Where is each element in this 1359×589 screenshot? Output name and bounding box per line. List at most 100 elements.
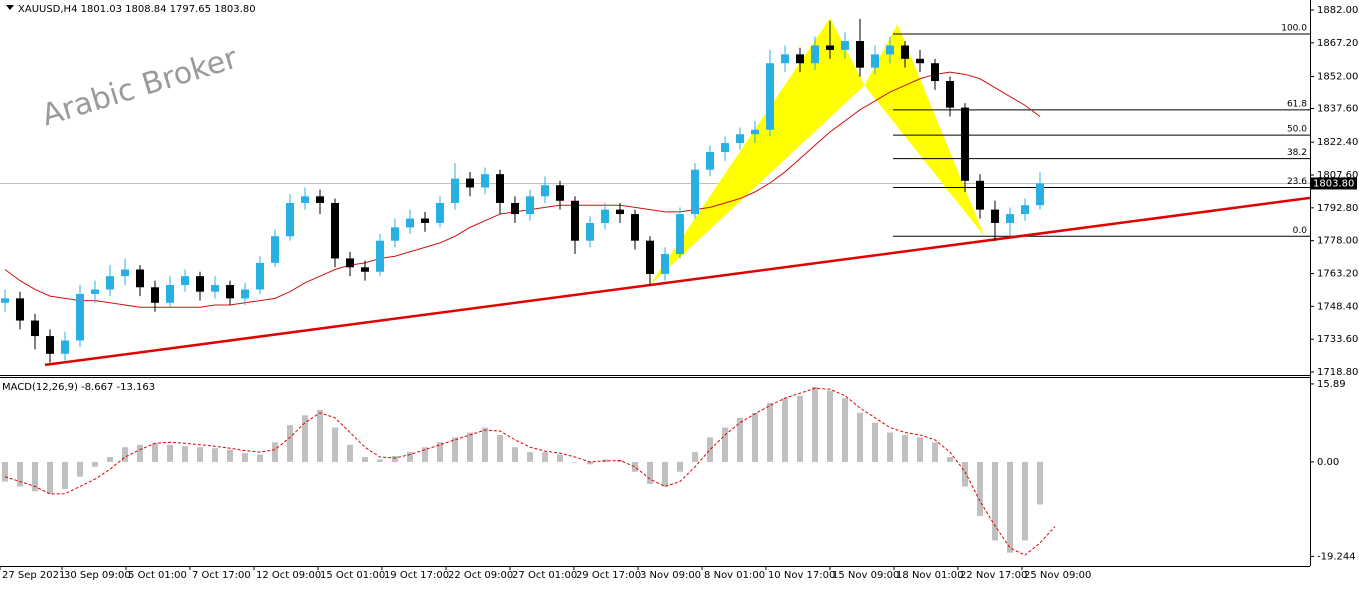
y-tick-label: 15.89 bbox=[1317, 379, 1346, 390]
macd-bar bbox=[871, 422, 878, 462]
candle-body bbox=[225, 285, 234, 299]
macd-bar bbox=[256, 454, 263, 462]
macd-bar bbox=[46, 461, 53, 494]
macd-bar bbox=[181, 446, 188, 462]
macd-bar bbox=[421, 447, 428, 462]
candle-body bbox=[390, 227, 399, 241]
y-tick-label: 1778.00 bbox=[1317, 236, 1358, 247]
x-tick-label: 10 Nov 17:00 bbox=[768, 570, 835, 581]
macd-bar bbox=[136, 444, 143, 462]
y-tick-label: 1718.80 bbox=[1317, 367, 1358, 378]
macd-header: MACD(12,26,9) -8.667 -13.163 bbox=[2, 382, 155, 393]
candle-body bbox=[420, 218, 429, 223]
moving-average bbox=[4, 71, 1041, 308]
macd-bar bbox=[361, 457, 368, 462]
candle-body bbox=[660, 253, 669, 274]
candle-body bbox=[60, 340, 69, 354]
macd-bar bbox=[16, 461, 23, 487]
macd-bar bbox=[811, 386, 818, 462]
x-tick-label: 27 Sep 2021 bbox=[2, 570, 65, 581]
candle-body bbox=[825, 45, 834, 50]
macd-bar bbox=[571, 461, 578, 463]
candle-body bbox=[885, 45, 894, 55]
candle-body bbox=[30, 320, 39, 337]
trendline bbox=[44, 196, 1311, 367]
candle-body bbox=[960, 107, 969, 181]
candle-body bbox=[240, 289, 249, 299]
candle-body bbox=[810, 45, 819, 64]
macd-bar bbox=[76, 461, 83, 477]
macd-bar bbox=[541, 452, 548, 462]
x-tick-label: 30 Sep 09:00 bbox=[64, 570, 131, 581]
candle-body bbox=[765, 63, 774, 130]
x-tick-label: 22 Oct 09:00 bbox=[448, 570, 513, 581]
x-tick-label: 25 Nov 09:00 bbox=[1024, 570, 1091, 581]
candle-body bbox=[975, 180, 984, 210]
candle-body bbox=[180, 276, 189, 286]
macd-bar bbox=[556, 454, 563, 462]
y-tick-label: -19.244 bbox=[1317, 551, 1356, 562]
candle-body bbox=[255, 262, 264, 290]
candle-body bbox=[990, 209, 999, 223]
y-tick-label: 1733.60 bbox=[1317, 334, 1358, 345]
candle-body bbox=[270, 236, 279, 263]
candle-body bbox=[330, 202, 339, 259]
fibo-label: 100.0 bbox=[1281, 23, 1307, 33]
candle-body bbox=[285, 202, 294, 237]
candle-body bbox=[450, 178, 459, 203]
candle-body bbox=[75, 293, 84, 341]
macd-bar bbox=[1036, 461, 1043, 505]
candle-body bbox=[375, 240, 384, 272]
x-tick-label: 15 Nov 09:00 bbox=[832, 570, 899, 581]
macd-bar bbox=[511, 447, 518, 462]
macd-bar bbox=[31, 461, 38, 492]
pattern-triangle bbox=[649, 17, 865, 286]
candle-body bbox=[735, 134, 744, 144]
macd-bar bbox=[751, 412, 758, 462]
x-tick-label: 18 Nov 01:00 bbox=[896, 570, 963, 581]
macd-bar bbox=[676, 461, 683, 472]
fibo-label: 23.6 bbox=[1287, 177, 1307, 187]
candle-body bbox=[675, 214, 684, 254]
macd-bar bbox=[646, 461, 653, 485]
macd-bar bbox=[586, 461, 593, 465]
candle-body bbox=[645, 240, 654, 274]
macd-bar bbox=[526, 452, 533, 462]
symbol-arrow bbox=[6, 5, 14, 10]
candle-body bbox=[345, 258, 354, 268]
macd-bar bbox=[316, 409, 323, 462]
candle-body bbox=[1005, 214, 1014, 223]
fibo-label: 61.8 bbox=[1287, 99, 1307, 109]
candle-body bbox=[555, 185, 564, 201]
macd-bar bbox=[931, 442, 938, 462]
macd-signal bbox=[4, 387, 1056, 556]
x-tick-label: 19 Oct 17:00 bbox=[384, 570, 449, 581]
macd-bar bbox=[976, 461, 983, 516]
candle-body bbox=[210, 285, 219, 292]
macd-bar bbox=[391, 456, 398, 462]
candle-body bbox=[15, 298, 24, 321]
macd-bar bbox=[346, 444, 353, 462]
candle-body bbox=[0, 298, 9, 303]
y-tick-label: 1792.80 bbox=[1317, 203, 1358, 214]
macd-bar bbox=[886, 432, 893, 462]
candle-body bbox=[630, 214, 639, 241]
macd-bar bbox=[481, 427, 488, 462]
candle-body bbox=[195, 276, 204, 292]
candle-body bbox=[165, 285, 174, 303]
macd-bar bbox=[106, 457, 113, 462]
macd-panel bbox=[1, 386, 1056, 556]
fibo-label: 50.0 bbox=[1287, 125, 1307, 135]
macd-bar bbox=[721, 427, 728, 462]
x-tick-label: 12 Oct 09:00 bbox=[256, 570, 321, 581]
macd-bar bbox=[301, 415, 308, 462]
candle-body bbox=[540, 185, 549, 197]
y-tick-label: 1763.20 bbox=[1317, 269, 1358, 280]
macd-bar bbox=[946, 457, 953, 462]
x-tick-label: 22 Nov 17:00 bbox=[960, 570, 1027, 581]
macd-bar bbox=[901, 434, 908, 462]
candle-body bbox=[615, 209, 624, 215]
candle-body bbox=[750, 129, 759, 135]
